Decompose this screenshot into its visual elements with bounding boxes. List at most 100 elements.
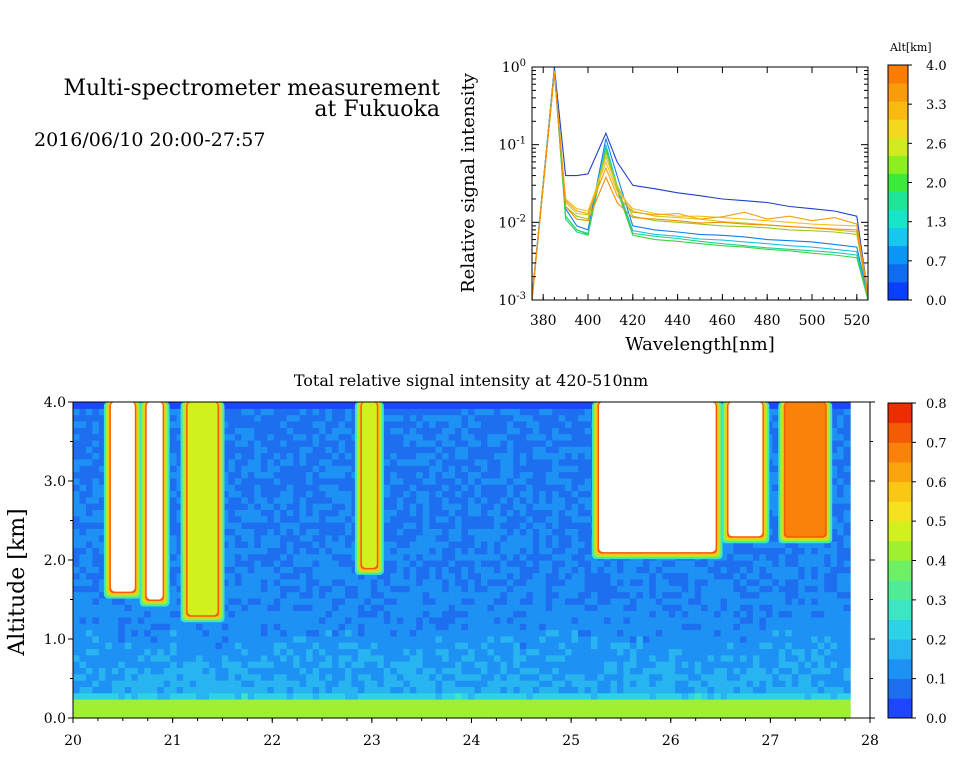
heatmap-cell [150,667,158,675]
heatmap-cell [493,509,501,517]
heatmap-cell [493,705,501,713]
heatmap-cell [111,667,119,675]
heatmap-cell [170,515,178,523]
heatmap-cell [377,623,385,631]
heatmap-cell [532,427,540,435]
heatmap-cell [202,705,210,713]
heatmap-cell [377,711,385,719]
heatmap-cell [338,541,346,548]
heatmap-cell [455,534,463,542]
heatmap-cell [493,560,501,567]
heatmap-cell [189,686,197,694]
heatmap-cell [176,642,184,650]
heatmap-cell [610,585,618,593]
heatmap-cell [545,553,553,561]
heatmap-cell [474,503,482,510]
heatmap-cell [429,458,437,466]
heatmap-cell [396,547,404,555]
heatmap-cell [403,439,411,447]
heatmap-cell [474,414,482,422]
heatmap-cell [351,667,359,675]
heatmap-cell [293,433,301,441]
heatmap-cell [604,560,612,567]
heatmap-cell [86,699,94,706]
heatmap-cell [623,604,631,612]
heatmap-cell [565,648,573,656]
heatmap-cell [105,680,113,687]
heatmap-cell [532,642,540,650]
heatmap-cell [293,572,301,580]
heatmap-cell [416,642,424,650]
heatmap-cell [688,560,696,567]
heatmap-cell [649,572,657,580]
heatmap-cell [506,465,514,473]
heatmap-cell [416,522,424,529]
heatmap-cell [435,439,443,447]
heatmap-cell [124,604,132,612]
heatmap-cell [675,616,683,624]
heatmap-cell [73,490,81,498]
heatmap-cell [409,522,417,529]
heatmap-cell [604,711,612,719]
heatmap-cell [221,591,229,599]
altitude-colorbar-band [888,245,908,265]
heatmap-cell [254,635,262,643]
heatmap-cell [267,680,275,687]
heatmap-cell [545,699,553,706]
heatmap-cell [461,560,469,567]
heatmap-cell [442,553,450,561]
heatmap-cell [357,604,365,612]
heatmap-cell [526,509,534,517]
heatmap-cell [429,541,437,548]
heatmap-cell [448,654,456,662]
heatmap-cell [332,579,340,586]
heatmap-cell [247,635,255,643]
heatmap-cell [221,566,229,574]
heatmap-cell [209,680,217,687]
heatmap-cell [649,667,657,675]
heatmap-cell [584,699,592,706]
heatmap-cell [86,427,94,435]
heatmap-cell [474,680,482,687]
heatmap-cell [247,667,255,675]
heatmap-cell [98,635,106,643]
heatmap-cell [209,686,217,694]
heatmap-cell [655,686,663,694]
heatmap-cell [409,623,417,631]
heatmap-cell [273,402,281,409]
heatmap-cell [319,490,327,498]
heatmap-cell [461,616,469,624]
heatmap-cell [429,547,437,555]
heatmap-cell [675,648,683,656]
heatmap-cell [487,439,495,447]
heatmap-cell [422,597,430,605]
heatmap-cell [332,496,340,504]
heatmap-cell [196,673,204,681]
heatmap-cell [617,585,625,593]
heatmap-cell [396,623,404,631]
heatmap-cell [267,667,275,675]
heatmap-cell [124,654,132,662]
heatmap-cell [170,503,178,510]
heatmap-cell [189,705,197,713]
heatmap-cell [345,471,353,479]
heatmap-cell [422,421,430,428]
heatmap-cell [293,452,301,460]
heatmap-cell [455,509,463,517]
heatmap-cell [254,414,262,422]
heatmap-cell [228,402,236,409]
heatmap-cell [649,692,657,700]
heatmap-cell [338,547,346,555]
heatmap-cell [435,421,443,428]
heatmap-cell [202,661,210,668]
heatmap-cell [493,458,501,466]
heatmap-cell [332,686,340,694]
heatmap-cell [306,572,314,580]
heatmap-cell [565,458,573,466]
heatmap-cell [260,490,268,498]
heatmap-cell [176,629,184,637]
heatmap-cell [668,623,676,631]
heatmap-cell [435,402,443,409]
heatmap-cell [254,484,262,492]
